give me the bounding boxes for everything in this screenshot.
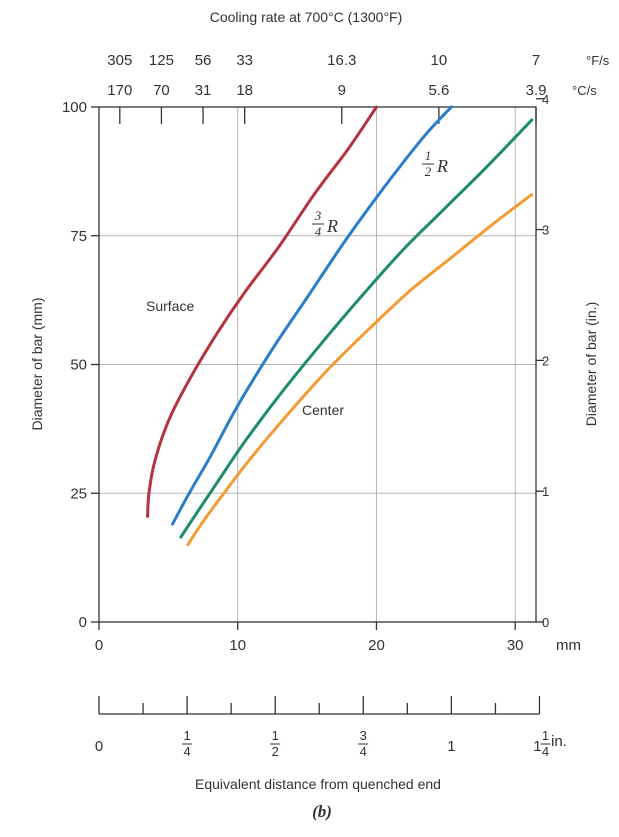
top-axis-f-unit: °F/s (586, 53, 610, 68)
half-r-letter: R (436, 156, 448, 176)
top-f-label: 7 (532, 52, 540, 69)
y-axis-title: Diameter of bar (mm) (29, 297, 45, 430)
y-right-tick-label: 0 (542, 615, 549, 630)
inch-label-whole: 0 (95, 738, 103, 755)
curve-three-quarter-r (171, 105, 453, 526)
figure-caption: (b) (312, 802, 332, 821)
curve-half-r (179, 118, 534, 539)
inch-label-num: 1 (183, 728, 190, 743)
inch-label-den: 2 (272, 744, 279, 759)
y-tick-label: 100 (62, 99, 87, 116)
y-tick-label: 0 (79, 614, 87, 631)
three-quarter-r-den: 4 (315, 224, 322, 239)
inch-label-num: 1 (272, 728, 279, 743)
x-tick-label: 10 (229, 637, 246, 654)
top-f-label: 305 (107, 52, 132, 69)
surface-label: Surface (146, 298, 194, 314)
axis-ticks (91, 98, 544, 630)
top-axis-title: Cooling rate at 700°C (1300°F) (210, 9, 403, 25)
inch-label-den: 4 (183, 744, 190, 759)
inch-tick-label: 34 (358, 728, 369, 759)
top-c-label: 5.6 (428, 82, 449, 99)
top-axis-c-unit: °C/s (572, 83, 597, 98)
inch-tick-label: 0 (95, 738, 103, 755)
inch-label-num: 3 (360, 728, 367, 743)
top-c-label: 9 (338, 82, 346, 99)
inch-label-whole: 1 (447, 738, 455, 755)
top-c-label: 170 (107, 82, 132, 99)
top-f-label: 10 (431, 52, 448, 69)
inch-label-num: 1 (542, 728, 549, 743)
y-right-axis-title: Diameter of bar (in.) (583, 302, 599, 426)
top-f-label: 125 (149, 52, 174, 69)
inch-tick-label: 114 (533, 728, 551, 759)
top-c-label: 3.9 (526, 82, 547, 99)
three-quarter-r-label: 3 4 R (312, 208, 338, 239)
y-right-tick-label: 4 (542, 92, 549, 107)
half-r-den: 2 (425, 164, 432, 179)
center-label: Center (302, 402, 344, 418)
y-tick-label: 50 (70, 357, 87, 374)
x-axis-tick-labels: 0 10 20 30 (95, 637, 524, 654)
top-f-label: 33 (236, 52, 253, 69)
x-axis-unit: mm (556, 637, 581, 654)
half-r-num: 1 (425, 148, 432, 163)
y-axis-tick-labels: 0 25 50 75 100 (62, 99, 87, 631)
grid-lines (99, 107, 536, 622)
inch-axis-unit: in. (551, 733, 567, 750)
three-quarter-r-letter: R (326, 216, 338, 236)
half-r-label: 1 2 R (422, 148, 448, 179)
x-tick-label: 0 (95, 637, 103, 654)
top-c-label: 31 (195, 82, 212, 99)
inch-label-den: 4 (542, 744, 549, 759)
inch-tick-label: 12 (270, 728, 281, 759)
inch-tick-label: 14 (182, 728, 193, 759)
top-f-label: 16.3 (327, 52, 356, 69)
curve-center (186, 193, 534, 547)
y-right-tick-label: 3 (542, 223, 549, 238)
y-right-axis-tick-labels: 0 1 2 3 4 (542, 92, 549, 630)
y-right-tick-label: 2 (542, 353, 549, 368)
inch-label-whole: 1 (533, 738, 541, 755)
x-axis-title: Equivalent distance from quenched end (195, 776, 441, 792)
y-right-tick-label: 1 (542, 484, 549, 499)
top-c-label: 18 (236, 82, 253, 99)
inch-tick-label: 1 (447, 738, 455, 755)
curve-surface (146, 105, 378, 518)
inch-label-den: 4 (360, 744, 367, 759)
x-tick-label: 30 (507, 637, 524, 654)
curves (146, 105, 534, 547)
top-f-label: 56 (195, 52, 212, 69)
y-tick-label: 25 (70, 485, 87, 502)
y-tick-label: 75 (70, 228, 87, 245)
x-tick-label: 20 (368, 637, 385, 654)
top-axis-labels: 305 170 125 70 56 31 33 18 16.3 9 10 5.6 7 3.9 (107, 52, 546, 99)
top-c-label: 70 (153, 82, 170, 99)
three-quarter-r-num: 3 (314, 208, 322, 223)
